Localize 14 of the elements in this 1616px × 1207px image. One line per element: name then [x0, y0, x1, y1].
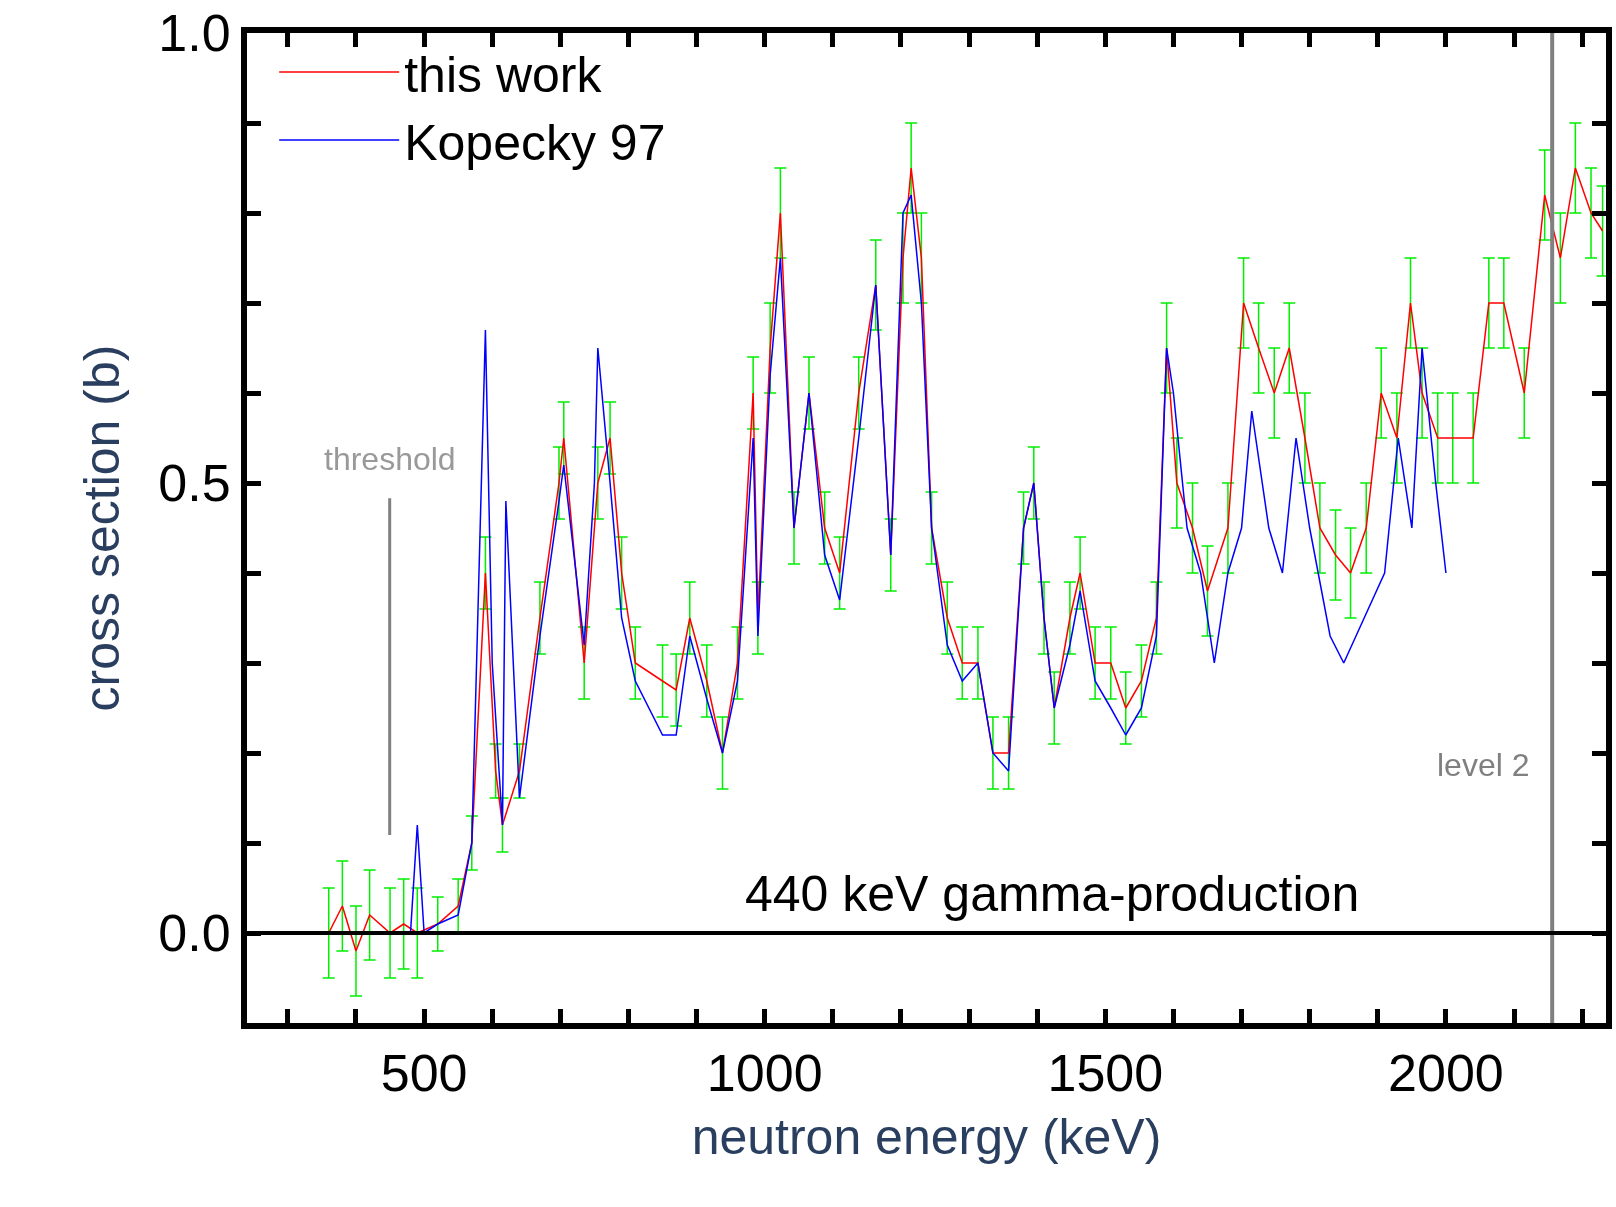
- annotation: 440 keV gamma-production: [745, 866, 1360, 922]
- y-tick-label: 1.0: [158, 4, 231, 63]
- y-axis-title: cross section (b): [73, 344, 130, 712]
- x-axis-title: neutron energy (keV): [691, 1109, 1162, 1166]
- y-tick-label: 0.0: [158, 904, 231, 963]
- x-tick-label: 1500: [1047, 1044, 1164, 1103]
- legend-label: Kopecky 97: [404, 114, 666, 171]
- ref-line-label: level 2: [1437, 747, 1530, 783]
- y-tick-label: 0.5: [158, 454, 231, 513]
- x-tick-label: 500: [380, 1044, 468, 1103]
- x-tick-label: 2000: [1388, 1044, 1504, 1103]
- x-tick-label: 1000: [706, 1044, 823, 1103]
- annotation: threshold: [324, 441, 456, 477]
- legend-label: this work: [404, 46, 603, 103]
